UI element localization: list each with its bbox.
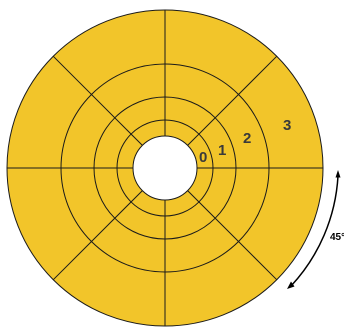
divider-diagonal-se — [187, 190, 278, 281]
divider-diagonal-ne — [187, 55, 278, 146]
angle-label: 45° — [330, 232, 344, 243]
rotation-indicator: 45° — [287, 170, 344, 289]
ring-label-0: 0 — [199, 149, 207, 166]
rotation-arc-arrow — [290, 175, 339, 287]
divider-diagonal-sw — [52, 190, 143, 281]
center-hole — [132, 135, 198, 201]
ring-label-3: 3 — [283, 117, 291, 134]
ring-label-1: 1 — [218, 142, 226, 159]
rotation-arrowhead-top — [335, 170, 341, 178]
bullseye-target — [6, 9, 324, 327]
ring-label-2: 2 — [243, 130, 251, 147]
rotation-arrowhead-bottom — [287, 281, 295, 289]
ring-labels: 0 1 2 3 — [199, 117, 291, 166]
divider-diagonal-nw — [52, 55, 143, 146]
